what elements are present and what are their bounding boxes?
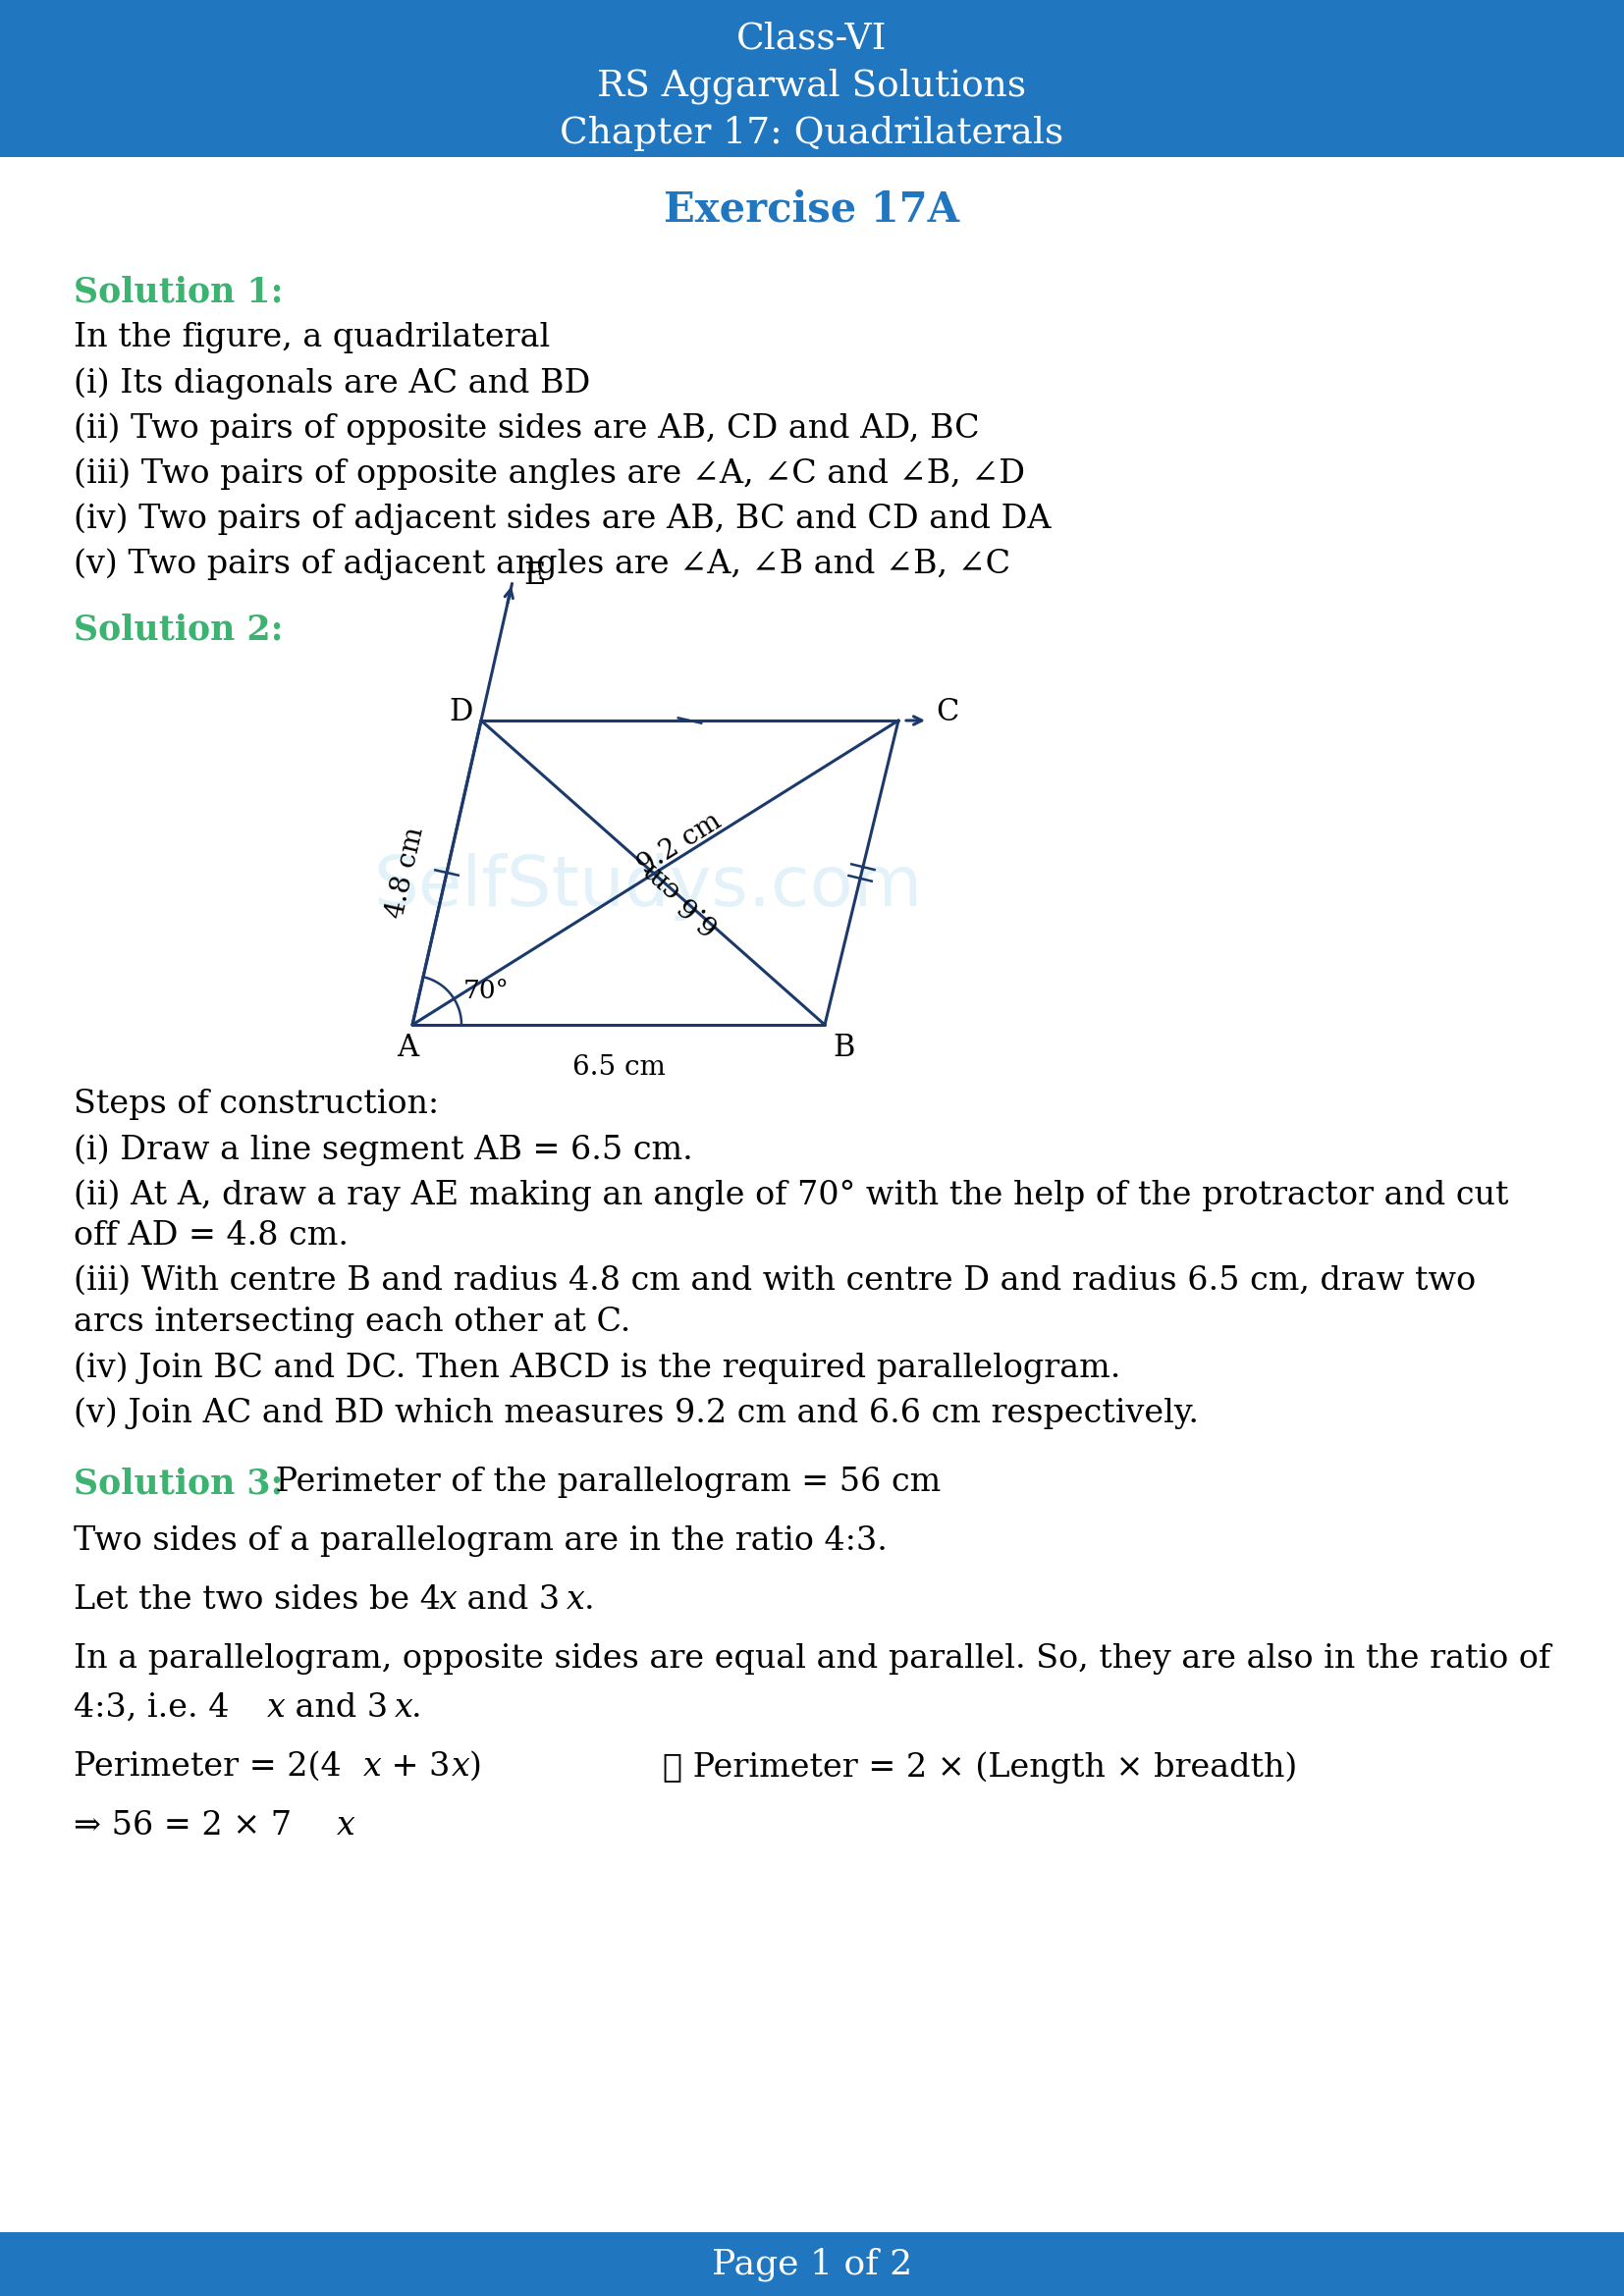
Text: (i) Draw a line segment AB = 6.5 cm.: (i) Draw a line segment AB = 6.5 cm. (73, 1134, 693, 1166)
Text: 6.6 cm: 6.6 cm (638, 856, 726, 939)
Text: (iii) Two pairs of opposite angles are ∠A, ∠C and ∠B, ∠D: (iii) Two pairs of opposite angles are ∠… (73, 457, 1025, 489)
Text: 6.5 cm: 6.5 cm (572, 1054, 666, 1081)
Text: B: B (833, 1033, 854, 1063)
Text: Exercise 17A: Exercise 17A (664, 188, 960, 230)
Text: and 3: and 3 (284, 1692, 388, 1724)
Text: .: . (411, 1692, 422, 1724)
Text: (i) Its diagonals are AC and BD: (i) Its diagonals are AC and BD (73, 367, 591, 400)
Text: 70°: 70° (463, 978, 510, 1003)
Text: Page 1 of 2: Page 1 of 2 (711, 2248, 913, 2280)
Text: + 3: + 3 (382, 1752, 450, 1782)
Text: (v) Two pairs of adjacent angles are ∠A, ∠B and ∠B, ∠C: (v) Two pairs of adjacent angles are ∠A,… (73, 549, 1010, 581)
Text: ⇒ 56 = 2 × 7: ⇒ 56 = 2 × 7 (73, 1809, 292, 1841)
Text: E: E (525, 560, 546, 590)
Text: ): ) (469, 1752, 482, 1782)
Text: C: C (935, 698, 958, 728)
Text: (iv) Join BC and DC. Then ABCD is the required parallelogram.: (iv) Join BC and DC. Then ABCD is the re… (73, 1352, 1121, 1384)
Text: Steps of construction:: Steps of construction: (73, 1088, 438, 1120)
Text: x: x (567, 1584, 585, 1616)
Text: x: x (395, 1692, 412, 1724)
Text: 4:3, i.e. 4: 4:3, i.e. 4 (73, 1692, 229, 1724)
Text: Chapter 17: Quadrilaterals: Chapter 17: Quadrilaterals (560, 115, 1064, 152)
Text: SelfStudys.com: SelfStudys.com (374, 854, 922, 921)
Text: Two sides of a parallelogram are in the ratio 4:3.: Two sides of a parallelogram are in the … (73, 1525, 887, 1557)
Text: D: D (450, 698, 473, 728)
FancyBboxPatch shape (0, 2232, 1624, 2296)
Text: (ii) Two pairs of opposite sides are AB, CD and AD, BC: (ii) Two pairs of opposite sides are AB,… (73, 413, 979, 445)
Text: Let the two sides be 4: Let the two sides be 4 (73, 1584, 440, 1616)
Text: (iv) Two pairs of adjacent sides are AB, BC and CD and DA: (iv) Two pairs of adjacent sides are AB,… (73, 503, 1051, 535)
Text: 9.2 cm: 9.2 cm (633, 808, 726, 879)
Text: off AD = 4.8 cm.: off AD = 4.8 cm. (73, 1219, 349, 1251)
Text: Solution 3:: Solution 3: (73, 1467, 283, 1499)
Text: Solution 1:: Solution 1: (73, 276, 283, 308)
Text: x: x (336, 1809, 356, 1841)
Text: x: x (364, 1752, 382, 1782)
Text: In a parallelogram, opposite sides are equal and parallel. So, they are also in : In a parallelogram, opposite sides are e… (73, 1644, 1551, 1674)
FancyBboxPatch shape (0, 0, 1624, 156)
Text: Perimeter = 2(4: Perimeter = 2(4 (73, 1752, 341, 1782)
Text: x: x (438, 1584, 458, 1616)
Text: A: A (396, 1033, 419, 1063)
Text: Perimeter of the parallelogram = 56 cm: Perimeter of the parallelogram = 56 cm (265, 1467, 940, 1497)
Text: 4.8 cm: 4.8 cm (382, 824, 429, 921)
Text: RS Aggarwal Solutions: RS Aggarwal Solutions (598, 69, 1026, 106)
Text: .: . (585, 1584, 594, 1616)
Text: x: x (451, 1752, 471, 1782)
Text: (iii) With centre B and radius 4.8 cm and with centre D and radius 6.5 cm, draw : (iii) With centre B and radius 4.8 cm an… (73, 1265, 1476, 1297)
Text: In the figure, a quadrilateral: In the figure, a quadrilateral (73, 321, 551, 354)
Text: x: x (266, 1692, 286, 1724)
Text: ∴ Perimeter = 2 × (Length × breadth): ∴ Perimeter = 2 × (Length × breadth) (663, 1752, 1298, 1784)
Text: and 3: and 3 (456, 1584, 560, 1616)
Text: Solution 2:: Solution 2: (73, 613, 283, 645)
Text: arcs intersecting each other at C.: arcs intersecting each other at C. (73, 1306, 630, 1339)
Text: (ii) At A, draw a ray AE making an angle of 70° with the help of the protractor : (ii) At A, draw a ray AE making an angle… (73, 1178, 1509, 1210)
Text: Class-VI: Class-VI (737, 21, 887, 57)
Text: (v) Join AC and BD which measures 9.2 cm and 6.6 cm respectively.: (v) Join AC and BD which measures 9.2 cm… (73, 1396, 1199, 1428)
